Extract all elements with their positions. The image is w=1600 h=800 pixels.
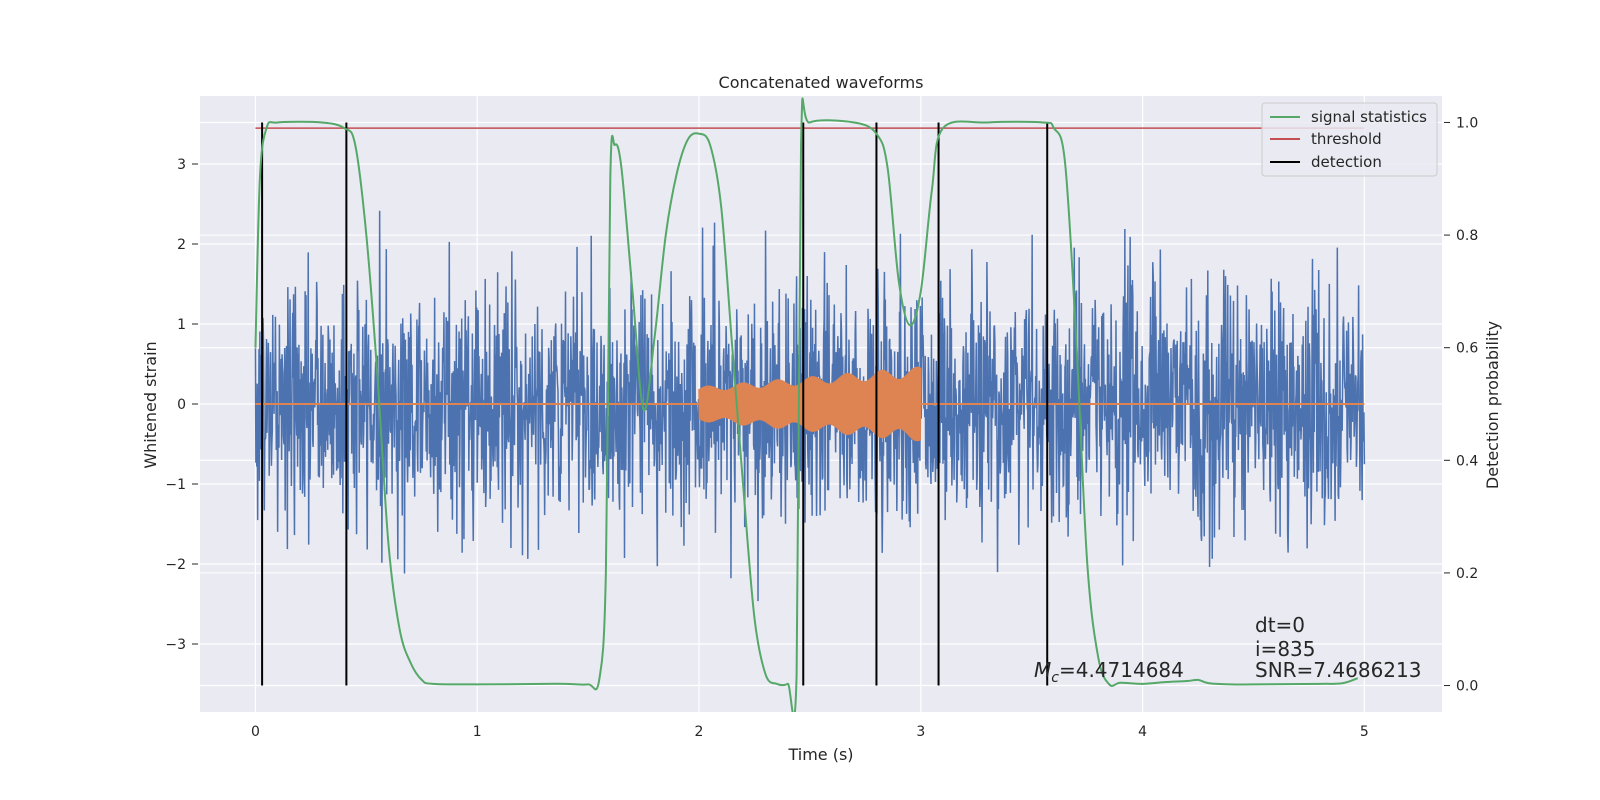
y-axis-label: Whitened strain — [141, 341, 160, 468]
y-tick-label-4: 1 — [177, 317, 186, 333]
right-tick-label-0: 0.0 — [1456, 679, 1478, 695]
annotation-mc-value: =4.4714684 — [1059, 658, 1184, 682]
annotations: dt=0 i=835 SNR=7.4686213 Mc=4.4714684 — [1034, 613, 1421, 686]
signal-statistics-line — [254, 97, 1359, 712]
legend: signal statistics threshold detection — [1261, 102, 1438, 177]
strain-series-line — [254, 210, 1366, 602]
annotation-mc-subscript: c — [1051, 670, 1059, 686]
y-tick-label-5: 2 — [177, 237, 186, 253]
annotation-i: i=835 — [1255, 637, 1316, 661]
right-tick-label-1: 0.2 — [1456, 566, 1478, 582]
y-tick-label-1: −2 — [165, 557, 186, 573]
legend-label-signal-statistics: signal statistics — [1311, 108, 1427, 126]
annotation-mc-symbol: M — [1034, 658, 1051, 682]
x-tick-label-5: 5 — [1360, 724, 1369, 740]
right-tick-label-5: 1.0 — [1456, 115, 1478, 131]
y-tick-label-3: 0 — [177, 397, 186, 413]
right-tick-label-3: 0.6 — [1456, 341, 1478, 357]
x-tick-label-4: 4 — [1138, 724, 1147, 740]
legend-box — [1261, 102, 1438, 177]
chart-title: Concatenated waveforms — [719, 73, 924, 92]
right-tick-label-2: 0.4 — [1456, 453, 1478, 469]
right-axis-ticks: 0.0 0.2 0.4 0.6 0.8 1.0 — [1444, 115, 1478, 695]
right-tick-label-4: 0.8 — [1456, 228, 1478, 244]
x-axis-ticks: 0 1 2 3 4 5 — [251, 724, 1369, 740]
detection-lines — [261, 122, 1049, 686]
x-tick-label-0: 0 — [251, 724, 260, 740]
legend-label-threshold: threshold — [1311, 130, 1382, 148]
x-tick-label-1: 1 — [473, 724, 482, 740]
annotation-mc: Mc=4.4714684 — [1034, 658, 1184, 686]
right-axis-label: Detection probability — [1483, 321, 1502, 489]
y-tick-label-2: −1 — [165, 477, 186, 493]
y-tick-label-6: 3 — [177, 157, 186, 173]
annotation-dt: dt=0 — [1255, 613, 1305, 637]
x-axis-label: Time (s) — [787, 745, 853, 764]
x-tick-label-2: 2 — [695, 724, 704, 740]
y-axis-ticks: −3 −2 −1 0 1 2 3 — [165, 157, 198, 653]
annotation-snr: SNR=7.4686213 — [1255, 658, 1421, 682]
legend-label-detection: detection — [1311, 153, 1382, 171]
x-tick-label-3: 3 — [916, 724, 925, 740]
y-tick-label-0: −3 — [165, 637, 186, 653]
